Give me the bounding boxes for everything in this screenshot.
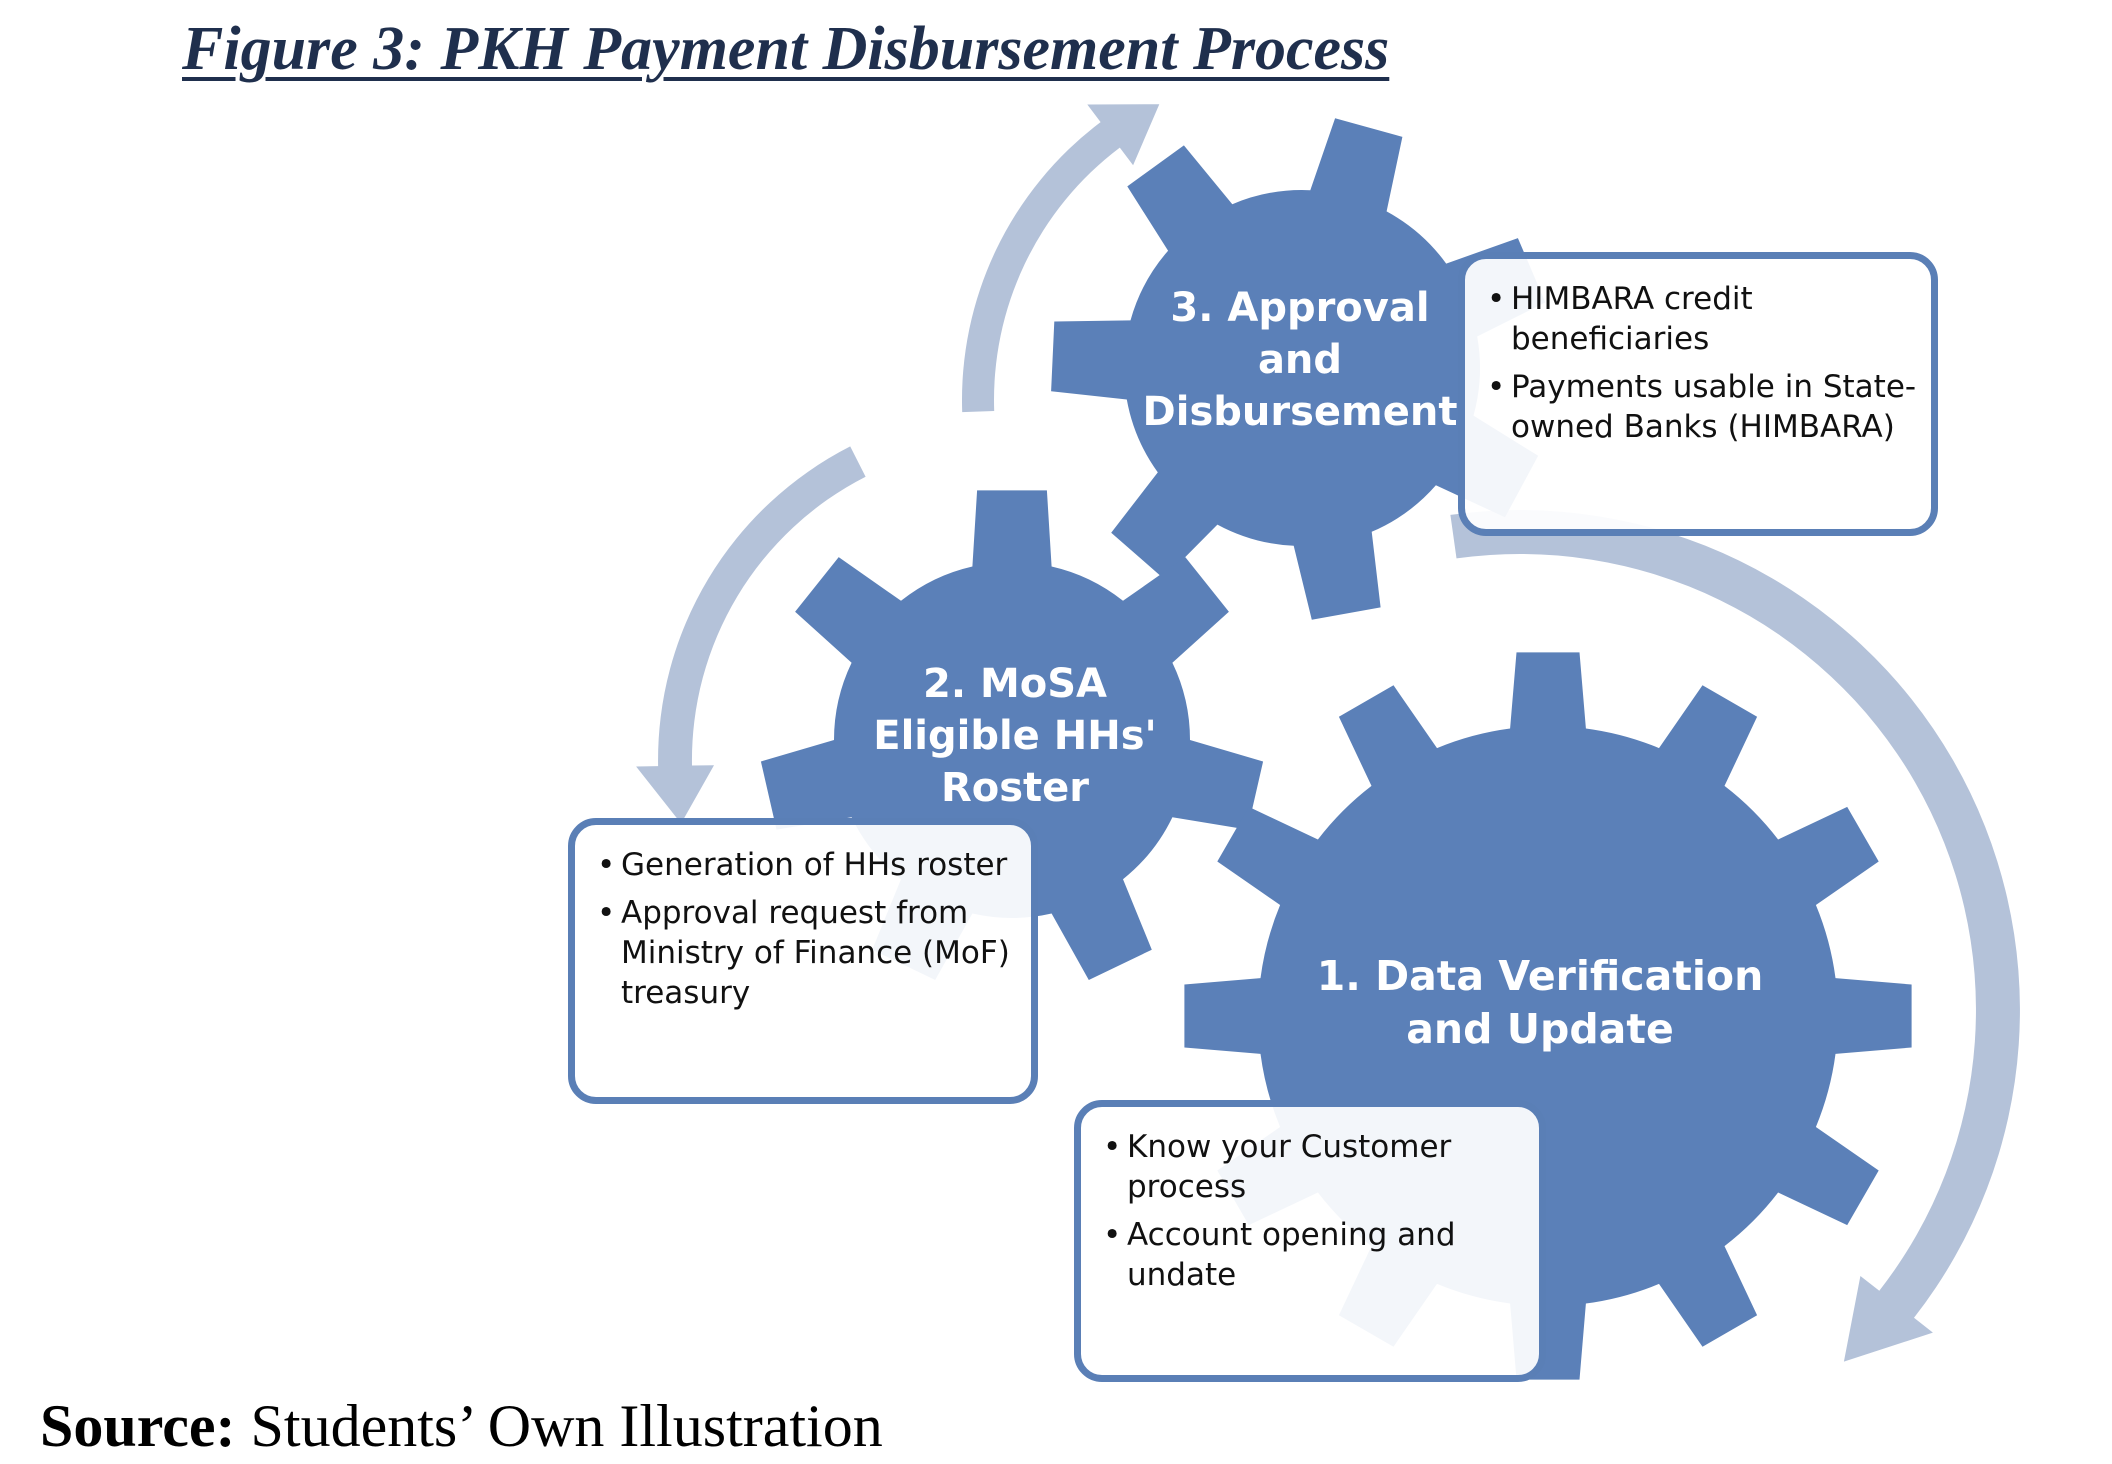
bullet-item: Generation of HHs roster <box>597 845 1017 885</box>
bullet-item: Account opening and undate <box>1103 1215 1525 1295</box>
gear-label-line: and <box>1257 337 1343 383</box>
info-box-mosa: Generation of HHs roster Approval reques… <box>568 818 1038 1104</box>
source-text: Students’ Own Illustration <box>235 1393 883 1459</box>
gear-label-line: Eligible HHs' <box>873 713 1157 759</box>
gear-approval <box>1051 118 1546 620</box>
gear-label-line: Roster <box>940 765 1090 811</box>
gear-label-data: 1. Data Verification and Update <box>1300 950 1780 1057</box>
info-box-data: Know your Customer process Account openi… <box>1074 1100 1546 1382</box>
gear-label-line: 1. Data Verification <box>1316 952 1764 1000</box>
bullet-item: Approval request from Ministry of Financ… <box>597 893 1017 1013</box>
gear-label-line: 3. Approval <box>1170 285 1430 331</box>
arrow-right-arc <box>1450 510 2020 1362</box>
bullet-item: Payments usable in State-owned Banks (HI… <box>1487 367 1917 447</box>
arrow-left-arc <box>636 446 866 824</box>
source-note: Source: Students’ Own Illustration <box>40 1392 883 1461</box>
info-box-approval: HIMBARA credit beneficiaries Payments us… <box>1458 252 1938 536</box>
figure-title: Figure 3: PKH Payment Disbursement Proce… <box>182 15 1390 83</box>
bullet-item: Know your Customer process <box>1103 1127 1525 1207</box>
bullet-list: HIMBARA credit beneficiaries Payments us… <box>1487 279 1917 447</box>
arrow-top-arc <box>961 104 1160 413</box>
gear-label-line: and Update <box>1406 1005 1674 1054</box>
cycle-arrows <box>636 104 2020 1362</box>
source-label: Source: <box>40 1393 236 1459</box>
gear-label-mosa: 2. MoSA Eligible HHs' Roster <box>845 658 1185 814</box>
bullet-list: Generation of HHs roster Approval reques… <box>597 845 1017 1013</box>
bullet-item: HIMBARA credit beneficiaries <box>1487 279 1917 359</box>
gear-label-approval: 3. Approval and Disbursement <box>1110 282 1490 438</box>
gear-label-line: Disbursement <box>1142 389 1458 435</box>
gear-label-line: 2. MoSA <box>922 661 1107 707</box>
bullet-list: Know your Customer process Account openi… <box>1103 1127 1525 1295</box>
